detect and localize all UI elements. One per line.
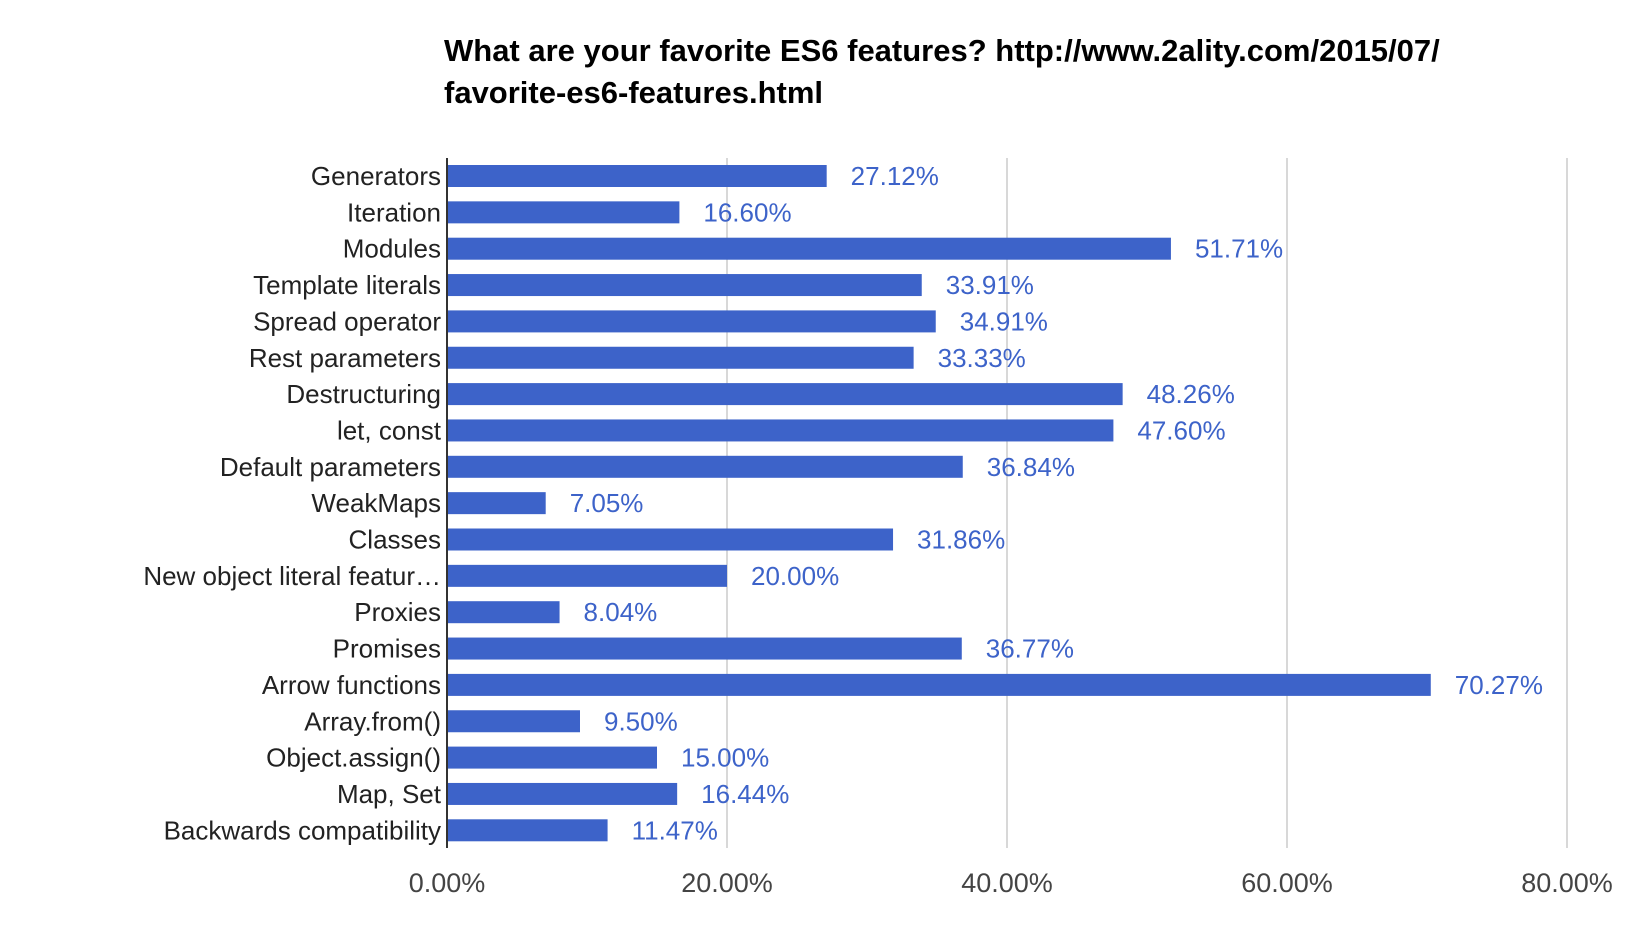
category-label: Generators	[311, 161, 441, 191]
chart-title: What are your favorite ES6 features? htt…	[444, 30, 1544, 114]
category-label: Spread operator	[253, 306, 441, 336]
bar	[447, 782, 678, 805]
category-label: Template literals	[253, 270, 441, 300]
category-label: Rest parameters	[249, 343, 441, 373]
bar	[447, 383, 1123, 406]
bar	[447, 237, 1171, 260]
data-label: 31.86%	[917, 525, 1005, 555]
data-label: 34.91%	[960, 306, 1048, 336]
bar	[447, 201, 680, 224]
bar	[447, 528, 894, 551]
category-label: let, const	[337, 415, 442, 445]
x-tick-label: 40.00%	[961, 868, 1053, 898]
category-label: Object.assign()	[266, 743, 441, 773]
x-tick-label: 20.00%	[681, 868, 773, 898]
data-label: 20.00%	[751, 561, 839, 591]
bar	[447, 564, 727, 587]
data-label: 8.04%	[584, 597, 658, 627]
bar	[447, 274, 922, 297]
category-label: WeakMaps	[311, 488, 441, 518]
x-tick-label: 60.00%	[1241, 868, 1333, 898]
bar	[447, 601, 560, 624]
bar	[447, 346, 914, 369]
data-label: 51.71%	[1195, 234, 1283, 264]
category-label: Map, Set	[337, 779, 442, 809]
bar	[447, 637, 962, 660]
bar	[447, 419, 1114, 442]
data-label: 15.00%	[681, 743, 769, 773]
bar	[447, 455, 963, 478]
bar	[447, 310, 936, 333]
data-label: 7.05%	[570, 488, 644, 518]
data-label: 27.12%	[851, 161, 939, 191]
category-label: Arrow functions	[262, 670, 441, 700]
data-label: 16.60%	[703, 197, 791, 227]
category-label: Classes	[349, 525, 441, 555]
bar	[447, 746, 657, 769]
data-label: 11.47%	[632, 815, 718, 845]
data-label: 47.60%	[1137, 415, 1225, 445]
category-label: Array.from()	[304, 706, 441, 736]
x-tick-label: 0.00%	[409, 868, 486, 898]
data-label: 33.91%	[946, 270, 1034, 300]
data-label: 16.44%	[701, 779, 789, 809]
bar	[447, 819, 608, 842]
data-label: 70.27%	[1455, 670, 1543, 700]
data-label: 36.84%	[987, 452, 1075, 482]
category-label: Destructuring	[286, 379, 441, 409]
chart-title-line-2: favorite-es6-features.html	[444, 75, 824, 110]
category-label: New object literal featur…	[143, 561, 441, 591]
bar	[447, 165, 827, 187]
data-label: 48.26%	[1147, 379, 1235, 409]
category-label: Modules	[343, 234, 441, 264]
category-label: Proxies	[354, 597, 441, 627]
category-label: Iteration	[347, 197, 441, 227]
bar	[447, 710, 580, 733]
x-tick-label: 80.00%	[1521, 868, 1613, 898]
category-label: Backwards compatibility	[164, 815, 441, 845]
data-label: 9.50%	[604, 706, 678, 736]
category-label: Promises	[333, 634, 441, 664]
data-label: 36.77%	[986, 634, 1074, 664]
category-label: Default parameters	[220, 452, 441, 482]
bar	[447, 492, 546, 515]
bar	[447, 673, 1431, 696]
chart-title-line-1: What are your favorite ES6 features? htt…	[444, 33, 1440, 68]
data-label: 33.33%	[938, 343, 1026, 373]
